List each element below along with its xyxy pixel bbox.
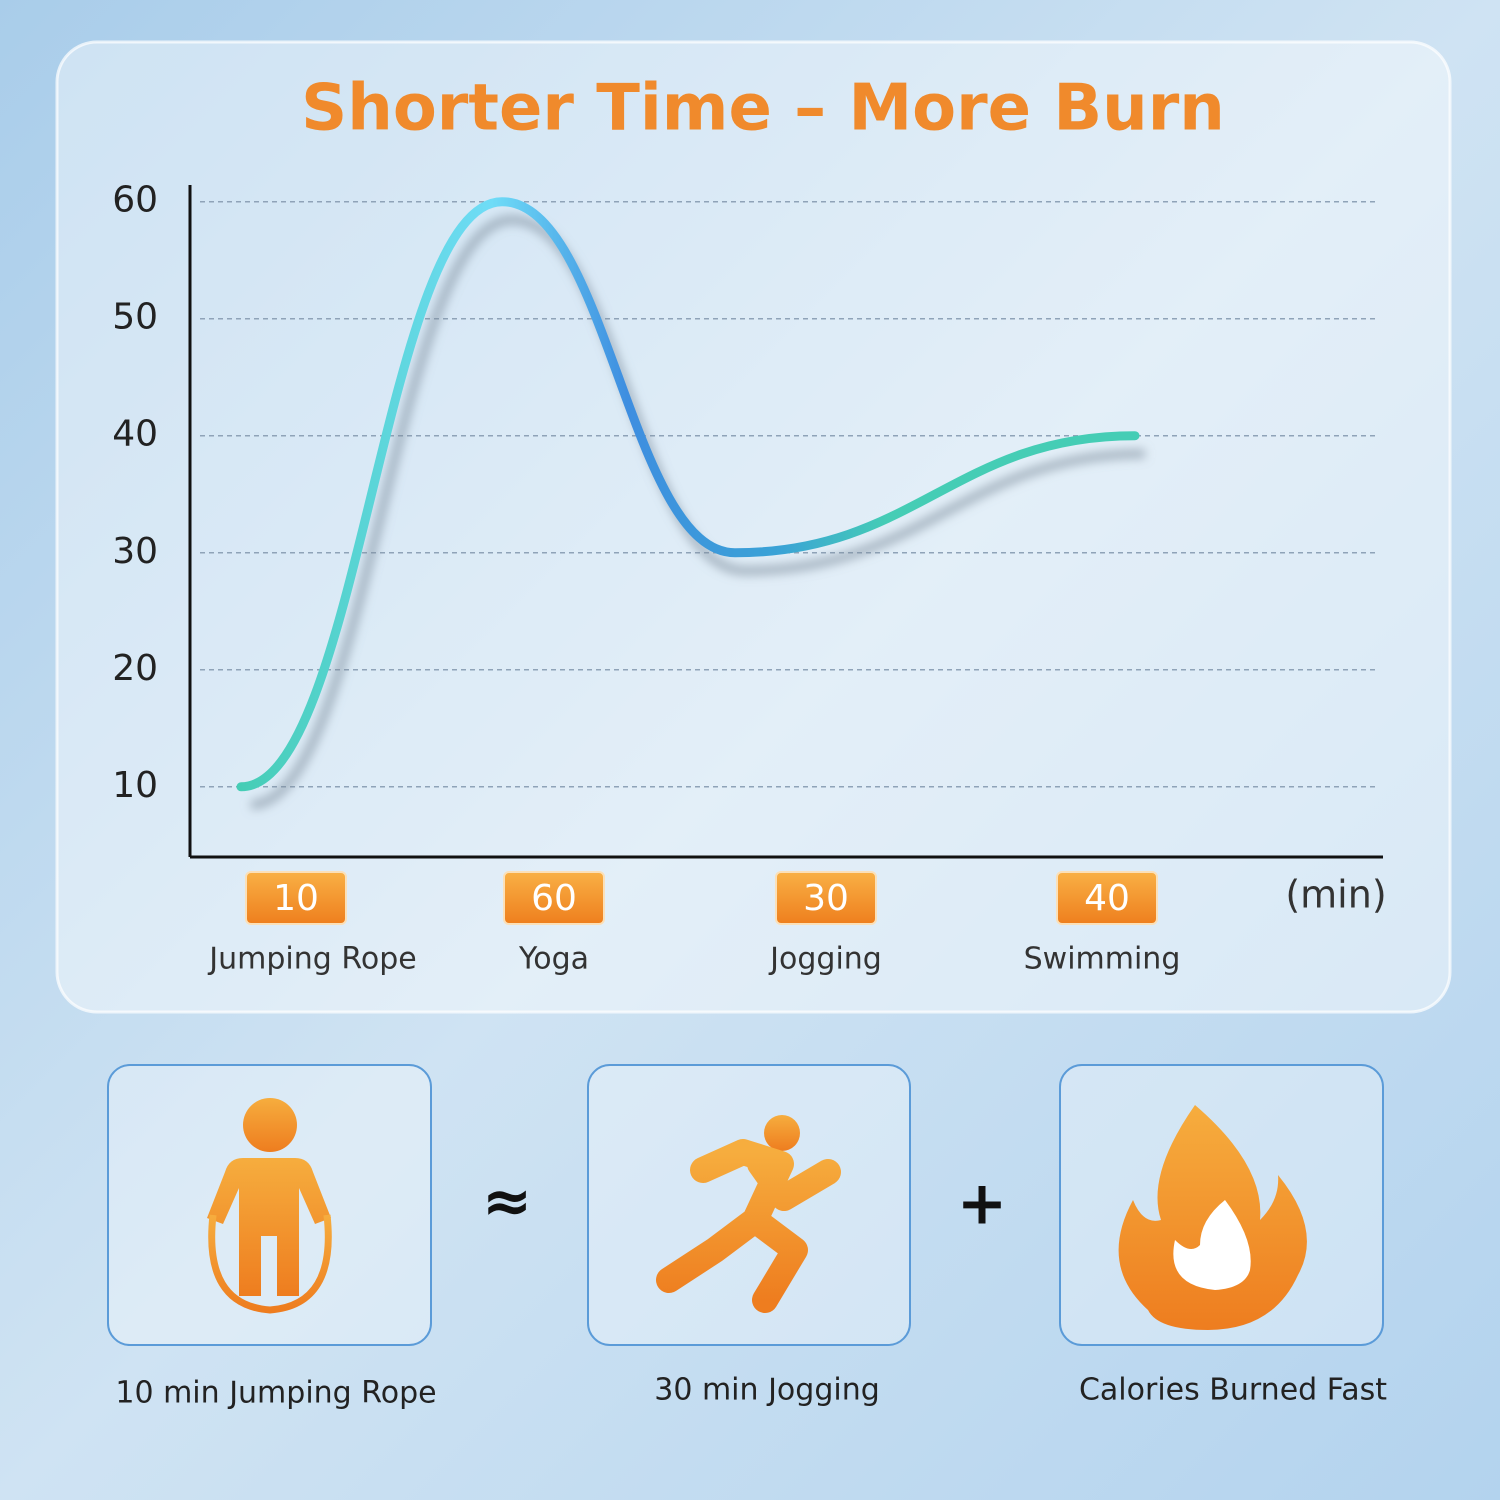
- operator: ≈: [482, 1167, 532, 1237]
- flame-icon: [1118, 1105, 1307, 1330]
- value-badge: [1056, 871, 1158, 925]
- card-caption: Calories Burned Fast: [1079, 1373, 1387, 1408]
- chart-title: Shorter Time – More Burn: [301, 72, 1225, 146]
- chart-panel: [55, 40, 1452, 1014]
- x-tick-label: Yoga: [518, 942, 589, 977]
- y-tick-label: 40: [112, 414, 158, 455]
- x-tick-label: Jumping Rope: [207, 942, 416, 977]
- data-label: 10: [273, 878, 319, 919]
- value-badge: [503, 871, 605, 925]
- y-tick-label: 10: [112, 765, 158, 806]
- y-tick-label: 30: [112, 531, 158, 572]
- card-caption: 10 min Jumping Rope: [115, 1376, 436, 1411]
- data-label: 30: [803, 878, 849, 919]
- y-tick-label: 20: [112, 648, 158, 689]
- x-tick-label: Swimming: [1024, 942, 1181, 977]
- value-badge: [775, 871, 877, 925]
- runner-icon: [656, 1115, 841, 1313]
- data-label: 60: [531, 878, 577, 919]
- x-tick-label: Jogging: [768, 942, 882, 977]
- x-axis-unit: (min): [1285, 873, 1386, 917]
- y-tick-label: 50: [112, 297, 158, 338]
- y-tick-label: 60: [112, 180, 158, 221]
- data-label: 40: [1084, 878, 1130, 919]
- line: [236, 197, 1140, 792]
- card-caption: 30 min Jogging: [654, 1373, 880, 1408]
- value-badge: [245, 871, 347, 925]
- operator: +: [957, 1169, 1007, 1239]
- jump-rope-icon: [207, 1098, 332, 1314]
